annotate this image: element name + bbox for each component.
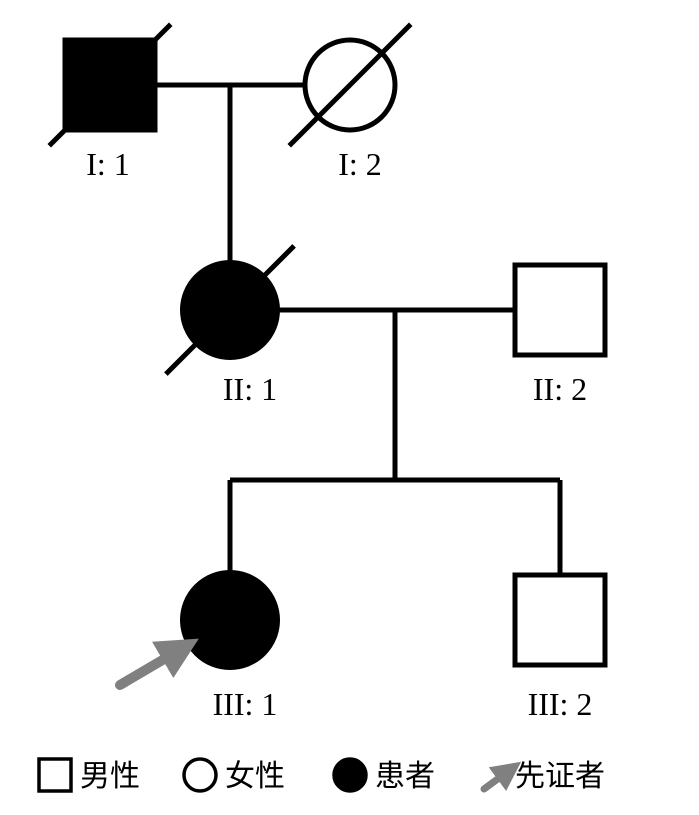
legend-label: 女性 xyxy=(225,760,285,793)
node-I1: I: 1 xyxy=(49,24,171,182)
legend-label: 男性 xyxy=(80,760,140,793)
legend-label: 患者 xyxy=(375,760,435,793)
node-label: II: 2 xyxy=(533,371,587,407)
female-symbol xyxy=(183,573,278,668)
legend-item: 女性 xyxy=(184,759,285,793)
node-II1: II: 1 xyxy=(166,246,294,407)
legend-female-icon xyxy=(184,759,216,791)
nodes: I: 1 I: 2 II: 1 II: 2 III: 1 III: 2 xyxy=(49,24,605,722)
node-label: I: 1 xyxy=(86,146,130,182)
proband-arrow xyxy=(120,645,188,685)
node-I2: I: 2 xyxy=(289,24,411,182)
node-III1: III: 1 xyxy=(183,573,278,723)
node-II2: II: 2 xyxy=(515,265,605,407)
pedigree-diagram: I: 1 I: 2 II: 1 II: 2 III: 1 III: 2 男性 女性 患者 先证者 xyxy=(0,0,699,810)
legend-proband-icon xyxy=(484,767,514,789)
node-III2: III: 2 xyxy=(515,575,605,722)
node-label: I: 2 xyxy=(338,146,382,182)
legend-male-icon xyxy=(39,759,71,791)
male-symbol xyxy=(515,265,605,355)
legend-item: 患者 xyxy=(334,759,435,793)
node-label: III: 2 xyxy=(528,686,593,722)
legend-label: 先证者 xyxy=(515,760,605,793)
legend: 男性 女性 患者 先证者 xyxy=(39,759,605,793)
node-label: II: 1 xyxy=(223,371,277,407)
legend-affected-icon xyxy=(334,759,366,791)
legend-item: 男性 xyxy=(39,759,140,793)
node-label: III: 1 xyxy=(213,686,278,722)
male-symbol xyxy=(515,575,605,665)
legend-item: 先证者 xyxy=(484,760,605,793)
